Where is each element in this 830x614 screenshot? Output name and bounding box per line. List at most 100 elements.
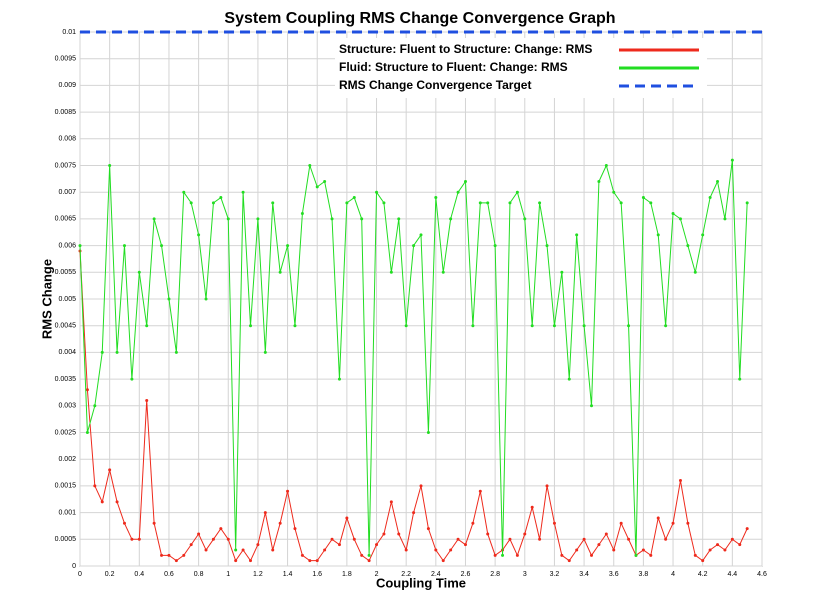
x-tick-label: 2.2	[401, 571, 411, 578]
y-tick-label: 0.008	[58, 136, 76, 143]
point	[471, 324, 475, 328]
point	[627, 537, 631, 541]
y-tick-label: 0.007	[58, 189, 76, 196]
point	[330, 217, 334, 221]
x-tick-label: 3.4	[579, 571, 589, 578]
point	[271, 201, 275, 205]
x-tick-label: 0.8	[194, 571, 204, 578]
point	[501, 553, 505, 557]
point	[382, 532, 386, 536]
point	[530, 324, 534, 328]
point	[575, 548, 579, 552]
point	[352, 196, 356, 200]
point	[167, 297, 171, 301]
point	[649, 553, 653, 557]
point	[397, 532, 401, 536]
point	[552, 521, 556, 525]
point	[263, 511, 267, 515]
point	[567, 559, 571, 563]
y-tick-label: 0.002	[58, 456, 76, 463]
point	[545, 484, 549, 488]
point	[493, 244, 497, 248]
point	[441, 270, 445, 274]
point	[85, 431, 89, 434]
point	[367, 559, 371, 563]
point	[130, 377, 134, 381]
y-axis-label: RMS Change	[39, 259, 54, 339]
point	[738, 377, 742, 381]
point	[634, 553, 638, 557]
x-tick-label: 2	[375, 571, 379, 578]
point	[701, 233, 705, 237]
point	[449, 548, 453, 552]
point	[730, 158, 734, 162]
point	[249, 324, 252, 328]
point	[167, 553, 171, 557]
point	[204, 297, 208, 301]
point	[115, 500, 119, 504]
x-tick-label: 2.6	[461, 571, 471, 578]
point	[360, 217, 364, 221]
point	[397, 217, 401, 221]
point	[686, 244, 690, 248]
point	[249, 559, 252, 563]
point	[708, 548, 712, 552]
point	[560, 270, 564, 274]
point	[145, 324, 149, 328]
x-tick-label: 4	[671, 571, 675, 578]
point	[716, 180, 720, 184]
point	[234, 548, 238, 552]
point	[545, 244, 549, 248]
chart-title: System Coupling RMS Change Convergence G…	[224, 10, 615, 27]
point	[456, 537, 460, 541]
x-tick-label: 1.8	[342, 571, 352, 578]
point	[567, 377, 571, 381]
point	[627, 324, 631, 328]
point	[523, 532, 527, 536]
point	[174, 559, 178, 563]
y-tick-label: 0.0055	[55, 269, 77, 276]
point	[137, 270, 141, 274]
point	[456, 190, 460, 194]
x-tick-label: 2.4	[431, 571, 441, 578]
point	[745, 201, 749, 205]
point	[664, 537, 668, 541]
point	[152, 217, 156, 221]
point	[641, 548, 645, 552]
point	[560, 553, 564, 557]
point	[619, 201, 623, 205]
point	[412, 511, 416, 515]
point	[122, 521, 126, 525]
point	[701, 559, 705, 563]
point	[434, 548, 438, 552]
point	[300, 212, 304, 216]
x-tick-label: 4.2	[698, 571, 708, 578]
point	[486, 532, 490, 536]
point	[693, 270, 697, 274]
y-tick-label: 0	[72, 563, 76, 570]
point	[234, 559, 238, 563]
point	[241, 548, 245, 552]
point	[419, 233, 423, 237]
point	[152, 521, 156, 525]
point	[308, 559, 312, 563]
x-tick-label: 0.6	[164, 571, 174, 578]
point	[419, 484, 423, 488]
point	[745, 527, 749, 531]
point	[723, 217, 727, 221]
y-tick-label: 0.0095	[55, 56, 77, 63]
x-tick-label: 1.2	[253, 571, 263, 578]
point	[375, 190, 379, 194]
point	[612, 190, 616, 194]
point	[582, 324, 586, 328]
point	[108, 164, 112, 167]
point	[693, 553, 697, 557]
x-tick-label: 1.6	[312, 571, 322, 578]
point	[486, 201, 490, 205]
x-tick-label: 3.8	[639, 571, 649, 578]
x-tick-label: 3.6	[609, 571, 619, 578]
point	[219, 527, 223, 531]
x-tick-label: 4.4	[727, 571, 737, 578]
point	[256, 217, 260, 221]
